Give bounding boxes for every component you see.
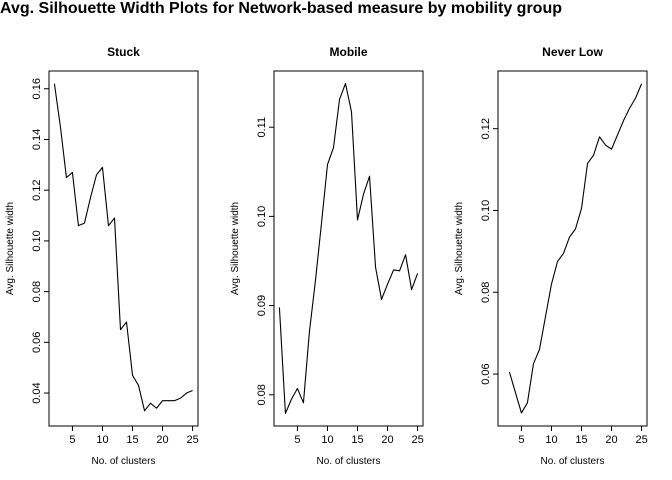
- x-tick-label: 5: [518, 434, 524, 446]
- x-tick-label: 10: [321, 434, 333, 446]
- y-axis-label: Avg. Silhouette width: [5, 202, 16, 295]
- plot-frame: [497, 70, 648, 427]
- y-axis-label: Avg. Silhouette width: [230, 202, 241, 295]
- x-tick-label: 10: [96, 434, 108, 446]
- x-tick-label: 20: [381, 434, 393, 446]
- y-tick-label: 0.08: [256, 384, 268, 405]
- plot-frame: [273, 70, 424, 427]
- y-tick-label: 0.06: [480, 363, 492, 384]
- panel-title: Stuck: [107, 45, 140, 59]
- x-tick-label: 5: [294, 434, 300, 446]
- y-tick-label: 0.12: [31, 179, 43, 200]
- x-tick-label: 20: [605, 434, 617, 446]
- panel-title: Mobile: [330, 45, 368, 59]
- y-tick-label: 0.10: [31, 230, 43, 251]
- y-tick-label: 0.04: [31, 382, 43, 403]
- panel-title: Never Low: [542, 45, 603, 59]
- x-tick-label: 25: [411, 434, 423, 446]
- x-tick-label: 15: [575, 434, 587, 446]
- x-tick-label: 15: [126, 434, 138, 446]
- y-tick-label: 0.06: [31, 332, 43, 353]
- y-tick-label: 0.11: [256, 117, 268, 138]
- x-tick-label: 25: [186, 434, 198, 446]
- y-tick-label: 0.09: [256, 295, 268, 316]
- y-axis-label: Avg. Silhouette width: [454, 202, 465, 295]
- panel-0: Stuck 5 10 15 20 25 0.04 0.06 0.08 0.10 0.12 0.14 0.…: [5, 45, 199, 467]
- y-tick-label: 0.10: [480, 200, 492, 221]
- x-tick-label: 15: [351, 434, 363, 446]
- y-tick-label: 0.08: [480, 282, 492, 303]
- figure-title: Avg. Silhouette Width Plots for Network-…: [0, 0, 562, 17]
- y-tick-label: 0.12: [480, 118, 492, 139]
- x-tick-label: 5: [69, 434, 75, 446]
- y-tick-label: 0.16: [31, 78, 43, 99]
- x-tick-label: 25: [635, 434, 647, 446]
- x-axis-label: No. of clusters: [541, 456, 605, 467]
- x-tick-label: 20: [156, 434, 168, 446]
- series-line: [508, 83, 643, 414]
- series-line: [278, 82, 419, 415]
- panel-2: Never Low 5 10 15 20 25 0.06 0.08 0.10 0.12 No. of…: [454, 45, 648, 467]
- x-axis-label: No. of clusters: [92, 456, 156, 467]
- x-axis-label: No. of clusters: [317, 456, 381, 467]
- y-tick-label: 0.14: [31, 129, 43, 150]
- plot-frame: [48, 70, 199, 427]
- y-tick-label: 0.08: [31, 281, 43, 302]
- x-tick-label: 10: [545, 434, 557, 446]
- series-line: [53, 83, 193, 412]
- panel-1: Mobile 5 10 15 20 25 0.08 0.09 0.10 0.11 No. of cl…: [230, 45, 424, 467]
- y-tick-label: 0.10: [256, 206, 268, 227]
